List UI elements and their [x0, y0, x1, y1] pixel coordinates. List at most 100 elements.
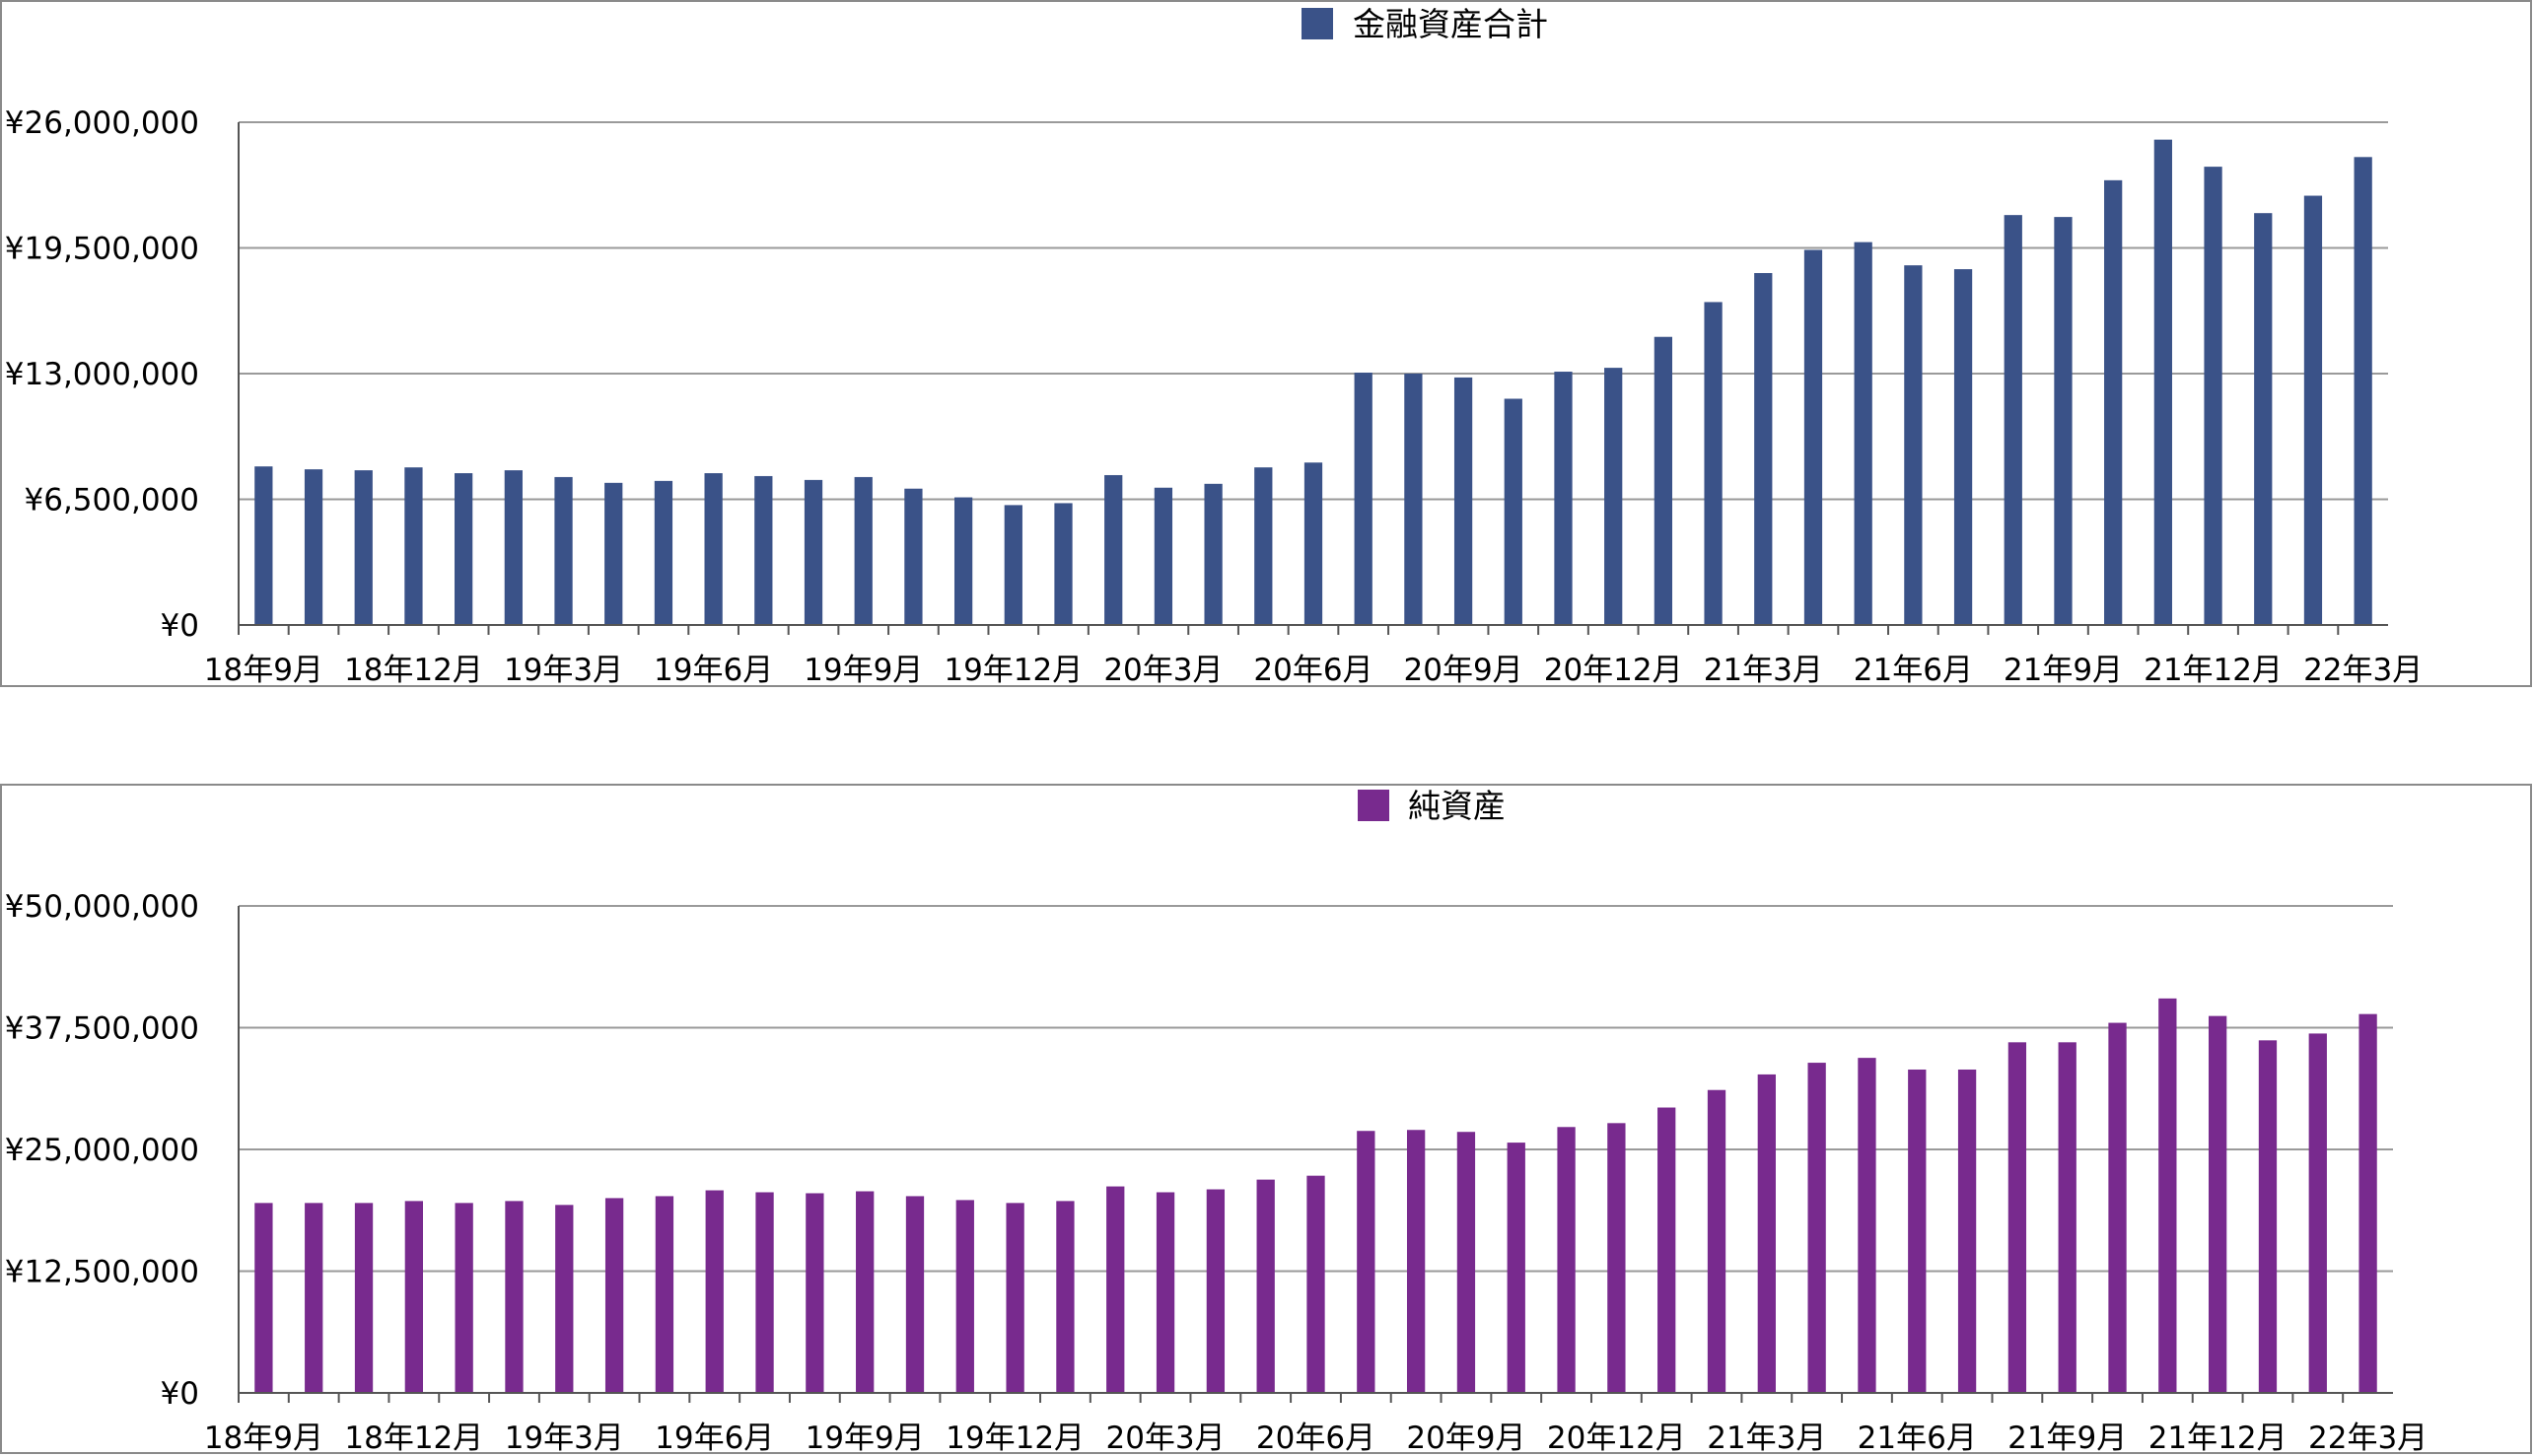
x-tick-label: 18年12月 [344, 1421, 483, 1456]
y-tick-labels: ¥0 ¥12,500,000 ¥25,000,000 ¥37,500,000 ¥50,0… [5, 889, 199, 1412]
x-tick-label: 20年6月 [1253, 653, 1373, 688]
bar [1154, 487, 1173, 625]
x-tick-label: 20年3月 [1103, 653, 1223, 688]
bar [1056, 1201, 1075, 1393]
legend-swatch-financial-assets [1302, 8, 1333, 39]
y-tick-label: ¥50,000,000 [5, 889, 199, 925]
bar [305, 1203, 323, 1393]
bar [705, 1190, 724, 1393]
x-tick-label: 21年6月 [1858, 1421, 1977, 1456]
bar [2354, 157, 2372, 626]
y-tick-label: ¥0 [161, 608, 199, 644]
bars-net-assets [254, 998, 2377, 1393]
bar [1104, 474, 1123, 625]
legend: 金融資産合計 [1302, 5, 1548, 43]
bar [1156, 1192, 1175, 1393]
x-tick-label: 20年9月 [1404, 653, 1523, 688]
bar [254, 466, 273, 625]
axes [238, 122, 2388, 635]
bar [404, 467, 423, 625]
bar [1004, 505, 1022, 625]
bar [755, 1192, 774, 1393]
x-tick-label: 20年3月 [1105, 1421, 1225, 1456]
x-tick-label: 21年6月 [1854, 653, 1973, 688]
bar [905, 1196, 925, 1393]
bar [1858, 1058, 1876, 1393]
bar [804, 479, 823, 625]
bar [1704, 302, 1723, 625]
legend: 純資産 [1358, 787, 1506, 825]
bar [455, 1203, 473, 1393]
x-tick-label: 22年3月 [2308, 1421, 2428, 1456]
bar [1803, 249, 1823, 625]
bar [1504, 398, 1522, 625]
axes [238, 906, 2393, 1403]
bar [754, 475, 773, 625]
bar [1357, 1131, 1375, 1393]
x-tick-label: 19年3月 [505, 1421, 624, 1456]
y-tick-label: ¥25,000,000 [5, 1133, 199, 1168]
financial-assets-bar-chart: ¥0 ¥6,500,000 ¥13,000,000 ¥19,500,000 ¥26,00… [5, 5, 2423, 688]
bar [1306, 1175, 1325, 1393]
x-tick-label: 21年9月 [2007, 1421, 2127, 1456]
x-tick-label: 19年9月 [804, 653, 923, 688]
bar [1904, 265, 1923, 625]
x-tick-label: 19年6月 [654, 653, 773, 688]
x-tick-labels: 18年9月 18年12月 19年3月 19年6月 19年9月 19年12月 20年3月 20年… [204, 1421, 2428, 1456]
bar [555, 1205, 574, 1393]
bar [1054, 503, 1073, 625]
bar [554, 476, 573, 625]
bars-financial-assets [254, 139, 2372, 626]
x-tick-label: 22年3月 [2303, 653, 2423, 688]
bar [505, 1201, 524, 1393]
x-tick-label: 21年3月 [1707, 1421, 1826, 1456]
bar [2258, 1040, 2278, 1393]
bar [604, 1198, 624, 1393]
bar [1204, 483, 1223, 625]
net-assets-bar-chart: ¥0 ¥12,500,000 ¥25,000,000 ¥37,500,000 ¥50,0… [5, 787, 2428, 1456]
bar [1206, 1189, 1226, 1393]
bar [1557, 1127, 1576, 1393]
x-tick-label: 21年9月 [2004, 653, 2123, 688]
bar [1604, 368, 1623, 625]
bar [2303, 195, 2323, 626]
bar [254, 1203, 273, 1393]
bar [1106, 1186, 1125, 1393]
legend-label-financial-assets: 金融資産合計 [1353, 5, 1548, 43]
x-tick-label: 18年9月 [204, 653, 323, 688]
x-tick-labels: 18年9月 18年12月 19年3月 19年6月 19年9月 19年12月 20年3月 20年… [204, 653, 2423, 688]
x-tick-label: 20年12月 [1547, 1421, 1686, 1456]
x-tick-label: 18年9月 [204, 1421, 323, 1456]
bar [1754, 273, 1773, 625]
bar [2004, 215, 2022, 625]
x-tick-label: 21年12月 [2148, 1421, 2288, 1456]
x-tick-label: 21年3月 [1704, 653, 1823, 688]
bar [2007, 1042, 2027, 1393]
x-tick-label: 20年6月 [1256, 1421, 1375, 1456]
bar [1404, 374, 1423, 625]
x-tick-label: 19年12月 [944, 653, 1083, 688]
x-tick-label: 18年12月 [344, 653, 483, 688]
bar [404, 1201, 423, 1393]
bar [1854, 242, 1872, 625]
bar [1908, 1069, 1927, 1393]
bar [354, 1203, 374, 1393]
x-tick-label: 19年9月 [806, 1421, 925, 1456]
bar [2108, 1022, 2127, 1393]
bar [2158, 998, 2177, 1393]
bar [1807, 1063, 1826, 1393]
bar [2104, 179, 2123, 625]
bar [1456, 1132, 1476, 1393]
legend-label-net-assets: 純資産 [1408, 787, 1506, 825]
y-tick-label: ¥37,500,000 [5, 1011, 199, 1047]
legend-swatch-net-assets [1358, 790, 1389, 821]
x-tick-label: 19年12月 [946, 1421, 1085, 1456]
bar [1254, 467, 1273, 625]
bar [1657, 1107, 1676, 1393]
bar [1406, 1130, 1426, 1393]
bar [2204, 167, 2222, 625]
bar [304, 469, 323, 625]
bar [704, 473, 723, 625]
bar [1957, 1069, 1977, 1393]
y-tick-label: ¥12,500,000 [5, 1255, 199, 1290]
